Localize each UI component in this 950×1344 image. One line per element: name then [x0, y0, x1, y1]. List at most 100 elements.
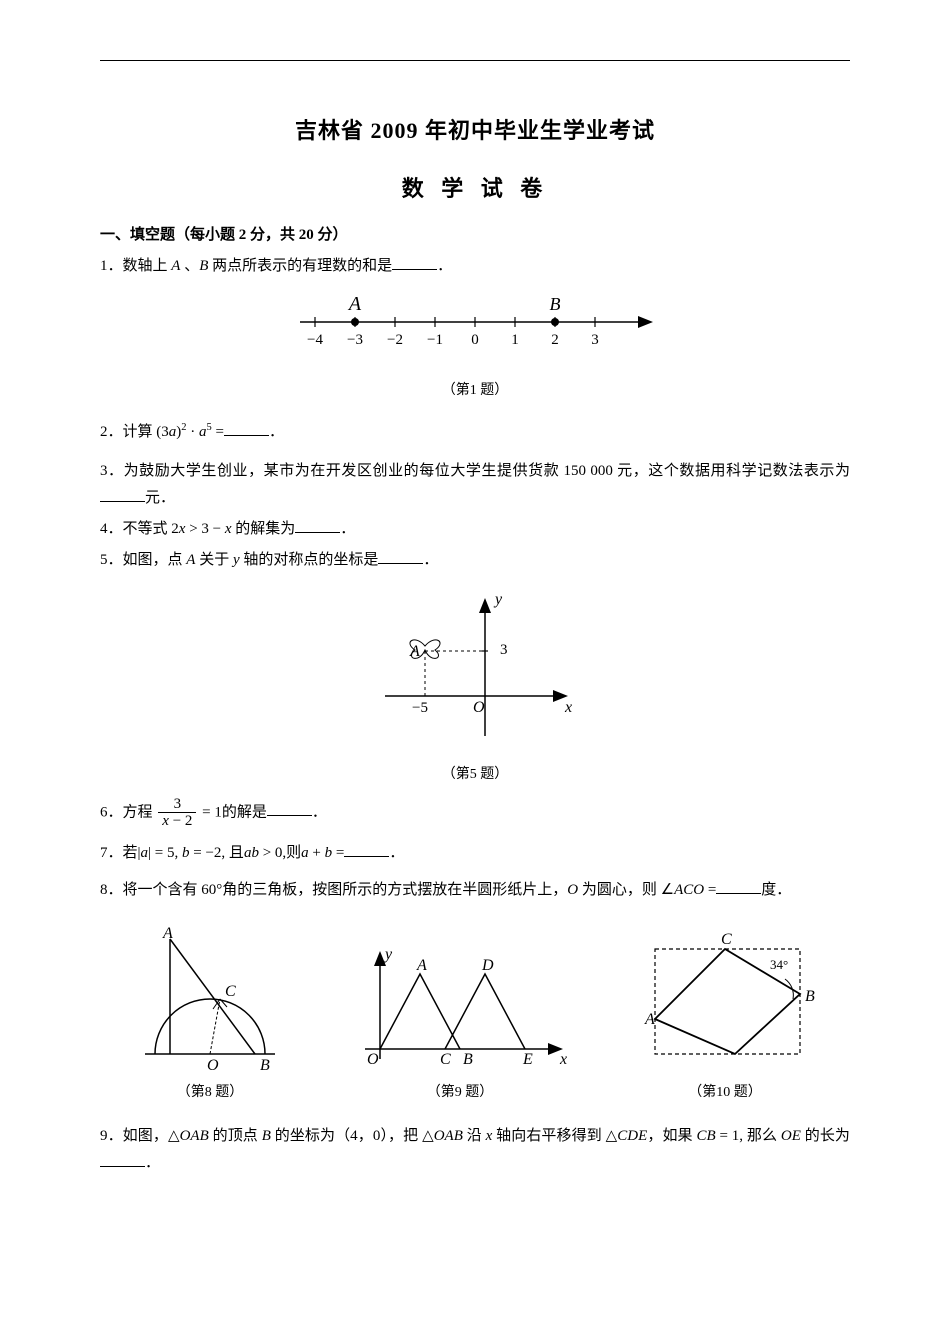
figure-5-caption: （第5 题）	[365, 762, 585, 787]
q8-blank	[716, 879, 761, 894]
fig9-b: B	[463, 1051, 473, 1068]
fig10-b: B	[805, 988, 815, 1005]
q9-blank	[100, 1152, 145, 1167]
coord-a-label: A	[409, 643, 420, 660]
q8-eq: =	[704, 882, 716, 898]
q5-blank	[378, 549, 423, 564]
q4-mid: 的解集为	[232, 521, 296, 537]
q9-end: ．	[145, 1155, 160, 1171]
q4-end: ．	[340, 521, 355, 537]
q9-mid6: 那么	[743, 1128, 781, 1144]
question-7: 7．若|a| = 5, b = −2, 且ab > 0,则a + b =．	[100, 840, 850, 867]
q5-y: y	[233, 552, 240, 568]
tick-6: 2	[551, 332, 559, 348]
q6-frac: 3x − 2	[158, 796, 196, 830]
figure-5-wrap: A 3 −5 O x y （第5 题）	[100, 586, 850, 787]
figure-1-caption: （第1 题）	[285, 378, 665, 403]
q6-mid: 的解是	[222, 804, 267, 820]
figure-1: A B −4 −3 −2 −1 0 1 2 3 （第1 题）	[285, 292, 665, 403]
tick-4: 0	[471, 332, 479, 348]
q8-mid: 为圆心，则	[578, 882, 661, 898]
q8-angle: ∠ACO	[661, 882, 704, 898]
q7-expr1: |a| = 5, b = −2,	[138, 845, 226, 861]
q5-mid: 关于	[195, 552, 233, 568]
q9-cb: CB = 1,	[696, 1128, 743, 1144]
figures-8-9-10-row: A C O B （第8 题） O y x A D C B	[100, 924, 850, 1105]
q9-mid2: 的坐标为（4，0），把	[271, 1128, 422, 1144]
tick-5: 1	[511, 332, 519, 348]
fig9-x: x	[559, 1051, 567, 1068]
q6-eq: = 1	[198, 804, 221, 820]
fig10-a: A	[644, 1011, 655, 1028]
q2-end: ．	[269, 424, 284, 440]
q1-end: ．	[437, 258, 452, 274]
tick-0: −4	[307, 332, 323, 348]
number-line-svg: A B −4 −3 −2 −1 0 1 2 3	[285, 292, 665, 362]
fig9-o: O	[367, 1051, 379, 1068]
figure-9-caption: （第9 题）	[427, 1080, 494, 1105]
fig10-c: C	[721, 931, 732, 948]
fig9-e: E	[522, 1051, 533, 1068]
q6-blank	[267, 801, 312, 816]
q7-mid2: 则	[286, 845, 301, 861]
question-5: 5．如图，点 A 关于 y 轴的对称点的坐标是．	[100, 547, 850, 574]
q4-prefix: 4．不等式	[100, 521, 171, 537]
q2-expr: (3a)2 · a5 =	[156, 424, 224, 440]
fig8-o: O	[207, 1057, 219, 1074]
figure-8-caption: （第8 题）	[177, 1080, 244, 1105]
q1-text-2: 、	[180, 258, 199, 274]
q9-tri3: △CDE	[606, 1128, 648, 1144]
question-3: 3．为鼓励大学生创业，某市为在开发区创业的每位大学生提供货款 150 000 元…	[100, 458, 850, 512]
number-line-label-b: B	[550, 294, 561, 314]
q9-oe: OE	[781, 1128, 801, 1144]
coord-svg: A 3 −5 O x y	[365, 586, 585, 746]
fig9-svg: O y x A D C B E	[345, 944, 575, 1074]
question-1: 1．数轴上 A 、B 两点所表示的有理数的和是．	[100, 253, 850, 280]
q1-text-1: 1．数轴上	[100, 258, 171, 274]
q9-tri2: △OAB	[422, 1128, 463, 1144]
q7-prefix: 7．若	[100, 845, 138, 861]
coord-xneg5: −5	[412, 700, 428, 716]
q8-unit: 度．	[761, 882, 791, 898]
q9-prefix: 9．如图，	[100, 1128, 168, 1144]
tick-3: −1	[427, 332, 443, 348]
coord-origin: O	[473, 699, 485, 716]
question-6: 6．方程 3x − 2 = 1的解是 ．	[100, 796, 850, 830]
q9-mid4: 轴向右平移得到	[492, 1128, 605, 1144]
q9-b: B	[262, 1128, 271, 1144]
q6-end: ．	[312, 804, 327, 820]
fig8-svg: A C O B	[125, 924, 295, 1074]
q1-blank	[392, 255, 437, 270]
fig9-y: y	[383, 946, 393, 963]
subtitle: 数 学 试 卷	[100, 169, 850, 209]
q1-text-3: 两点所表示的有理数的和是	[208, 258, 392, 274]
question-2: 2．计算 (3a)2 · a5 =．	[100, 419, 850, 446]
section-1-header: 一、填空题（每小题 2 分，共 20 分）	[100, 222, 850, 249]
tick-1: −3	[347, 332, 363, 348]
q9-mid5: ，如果	[647, 1128, 696, 1144]
figure-8: A C O B （第8 题）	[125, 924, 295, 1105]
q5-prefix: 5．如图，点	[100, 552, 186, 568]
q1-point-b: B	[199, 258, 208, 274]
coord-y: y	[493, 591, 503, 608]
coord-y3: 3	[500, 642, 508, 658]
q7-expr2: ab > 0,	[244, 845, 286, 861]
fig8-b: B	[260, 1057, 270, 1074]
figure-5: A 3 −5 O x y （第5 题）	[365, 586, 585, 787]
question-4: 4．不等式 2x > 3 − x 的解集为 ．	[100, 516, 850, 543]
q2-blank	[224, 421, 269, 436]
q3-blank	[100, 487, 145, 502]
q6-prefix: 6．方程	[100, 804, 156, 820]
q8-o: O	[567, 882, 578, 898]
tick-2: −2	[387, 332, 403, 348]
figure-9: O y x A D C B E （第9 题）	[345, 944, 575, 1105]
q4-expr: 2x > 3 − x	[171, 521, 231, 537]
q7-end: ．	[389, 845, 404, 861]
q3-unit: 元．	[145, 490, 175, 506]
tick-7: 3	[591, 332, 599, 348]
fig10-svg: A B C 34°	[625, 924, 825, 1074]
q8-prefix: 8．将一个含有 60°角的三角板，按图所示的方式摆放在半圆形纸片上，	[100, 882, 567, 898]
main-title: 吉林省 2009 年初中毕业生学业考试	[100, 111, 850, 151]
number-line-label-a: A	[347, 293, 362, 315]
q7-mid1: 且	[225, 845, 244, 861]
